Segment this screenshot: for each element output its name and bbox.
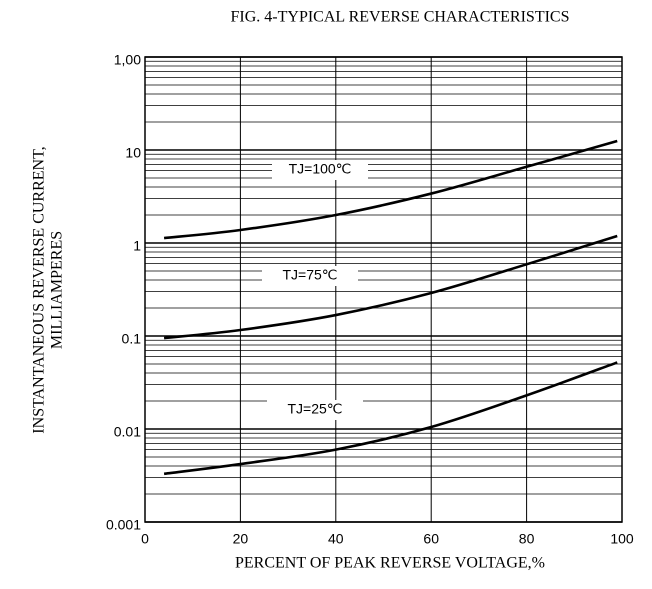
series-label-bg: [272, 160, 368, 180]
series-label-bg: [262, 266, 358, 286]
series-line: [163, 139, 618, 240]
x-tick-label: 0: [141, 531, 149, 547]
series-label: TJ=75℃: [282, 267, 337, 283]
plot-frame: [144, 56, 623, 523]
series-line: [163, 361, 618, 476]
x-tick-label: 80: [519, 531, 535, 547]
x-tick-label: 20: [233, 531, 249, 547]
y-tick-label: 1,00: [114, 52, 141, 68]
series-label: TJ=25℃: [287, 401, 342, 417]
series-label: TJ=100℃: [289, 161, 352, 177]
y-tick-label: 0.001: [106, 517, 141, 533]
x-tick-label: 40: [328, 531, 344, 547]
y-axis-label: INSTANTANEOUS REVERSE CURRENT,: [31, 146, 48, 433]
chart-title: FIG. 4-TYPICAL REVERSE CHARACTERISTICS: [231, 9, 570, 26]
series-label-bg: [267, 400, 363, 420]
x-tick-label: 60: [423, 531, 439, 547]
y-tick-label: 0.1: [122, 331, 142, 347]
y-tick-label: 0.01: [114, 424, 141, 440]
x-tick-label: 100: [610, 531, 634, 547]
x-axis-label: PERCENT OF PEAK REVERSE VOLTAGE,%: [235, 555, 545, 572]
series-line: [163, 234, 618, 340]
y-tick-label: 10: [125, 145, 141, 161]
y-axis-label: MILLIAMPERES: [49, 231, 66, 349]
y-tick-label: 1: [133, 238, 141, 254]
